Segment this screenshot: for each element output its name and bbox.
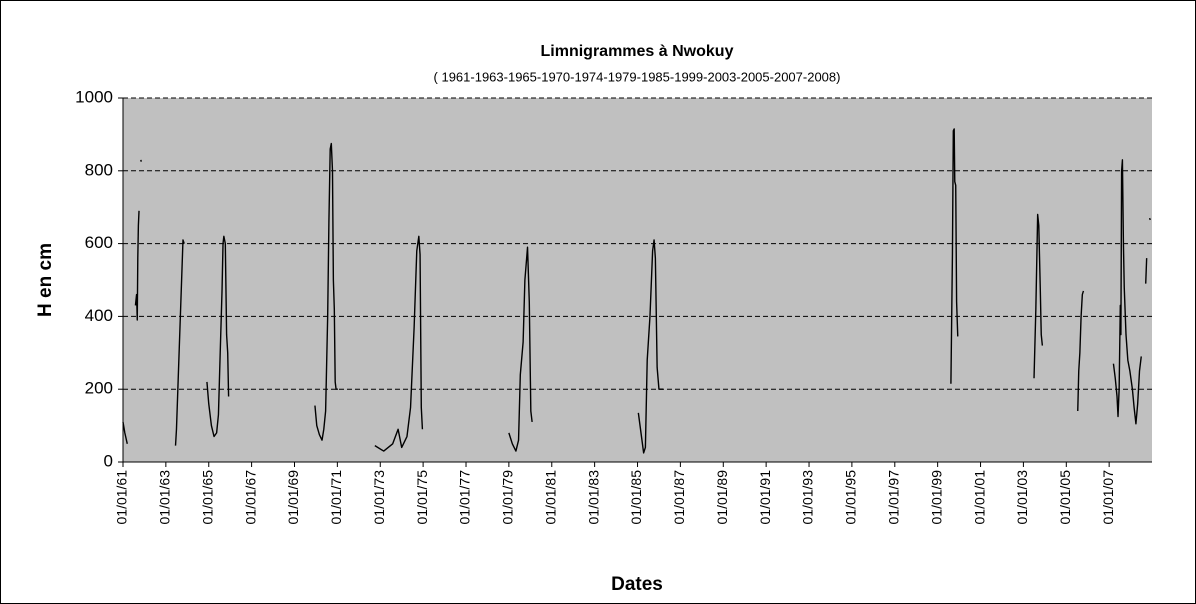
x-tick-label: 01/01/73 bbox=[371, 470, 387, 525]
y-axis-label: H en cm bbox=[35, 243, 56, 317]
chart-subtitle: ( 1961-1963-1965-1970-1974-1979-1985-199… bbox=[434, 69, 841, 84]
x-tick-label: 01/01/87 bbox=[671, 470, 687, 525]
x-tick-label: 01/01/65 bbox=[199, 470, 215, 525]
x-tick-label: 01/01/75 bbox=[414, 470, 430, 525]
x-tick-label: 01/01/77 bbox=[457, 470, 473, 525]
x-tick-label: 01/01/91 bbox=[757, 470, 773, 525]
x-tick-label: 01/01/89 bbox=[714, 470, 730, 525]
y-tick-label: 400 bbox=[85, 306, 113, 325]
x-tick-label: 01/01/79 bbox=[500, 470, 516, 525]
x-tick-label: 01/01/83 bbox=[585, 470, 601, 525]
x-tick-label: 01/01/99 bbox=[928, 470, 944, 525]
x-tick-label: 01/01/05 bbox=[1057, 470, 1073, 525]
x-tick-label: 01/01/81 bbox=[542, 470, 558, 525]
x-axis-label: Dates bbox=[611, 574, 663, 595]
x-tick-label: 01/01/63 bbox=[157, 470, 173, 525]
y-tick-label: 0 bbox=[104, 451, 113, 470]
x-tick-label: 01/01/85 bbox=[628, 470, 644, 525]
x-tick-label: 01/01/71 bbox=[328, 470, 344, 525]
x-tick-label: 01/01/67 bbox=[242, 470, 258, 525]
x-tick-label: 01/01/61 bbox=[114, 470, 130, 525]
x-tick-label: 01/01/97 bbox=[885, 470, 901, 525]
y-tick-label: 200 bbox=[85, 379, 113, 398]
x-tick-label: 01/01/93 bbox=[800, 470, 816, 525]
plot-area bbox=[123, 98, 1152, 462]
y-tick-label: 600 bbox=[85, 233, 113, 252]
x-tick-label: 01/01/01 bbox=[971, 470, 987, 525]
x-tick-label: 01/01/69 bbox=[285, 470, 301, 525]
chart-title: Limnigrammes à Nwokuy bbox=[541, 43, 734, 60]
x-tick-label: 01/01/03 bbox=[1014, 470, 1030, 525]
y-tick-label: 800 bbox=[85, 160, 113, 179]
x-tick-label: 01/01/07 bbox=[1100, 470, 1116, 525]
y-tick-label: 1000 bbox=[75, 87, 113, 106]
series-line bbox=[122, 128, 1151, 454]
x-tick-label: 01/01/95 bbox=[843, 470, 859, 525]
